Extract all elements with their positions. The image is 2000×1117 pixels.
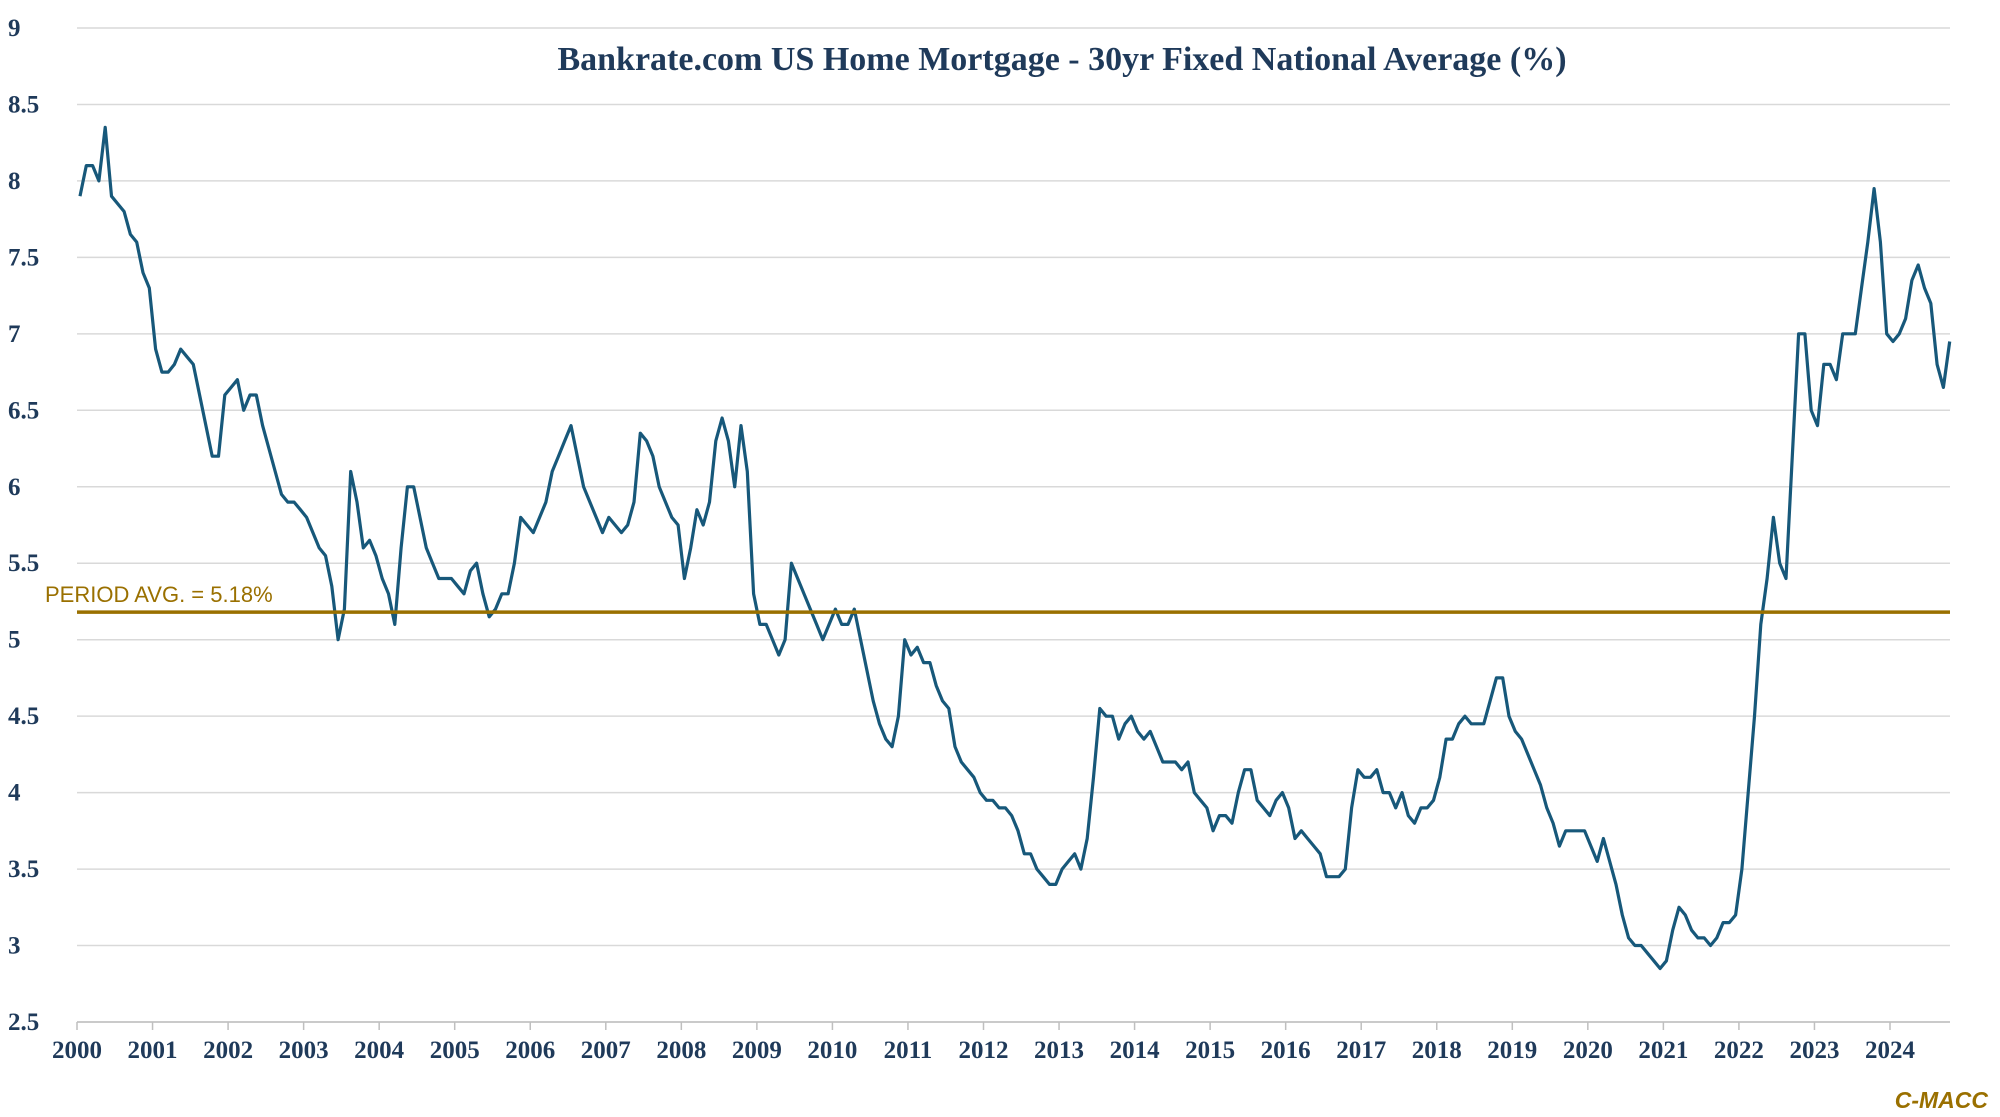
x-tick-label: 2015	[1185, 1037, 1235, 1064]
y-tick-label: 4	[8, 780, 21, 807]
x-tick-label: 2024	[1865, 1037, 1916, 1064]
y-tick-label: 3	[8, 933, 21, 960]
y-tick-label: 2.5	[8, 1009, 39, 1036]
y-tick-label: 8.5	[8, 91, 39, 118]
x-tick-label: 2021	[1638, 1037, 1688, 1064]
y-tick-label: 8	[8, 168, 21, 195]
y-tick-label: 9	[8, 15, 21, 42]
y-tick-label: 7.5	[8, 244, 39, 271]
series-line-30yr-fixed	[78, 125, 1952, 971]
x-tick-label: 2016	[1261, 1037, 1311, 1064]
x-tick-label: 2007	[581, 1037, 631, 1064]
x-tick-label: 2008	[656, 1037, 706, 1064]
x-tick-label: 2006	[505, 1037, 555, 1064]
y-tick-label: 3.5	[8, 856, 39, 883]
x-tick-label: 2019	[1487, 1037, 1537, 1064]
x-tick-label: 2002	[203, 1037, 253, 1064]
x-tick-label: 2005	[430, 1037, 480, 1064]
x-tick-label: 2004	[354, 1037, 405, 1064]
x-tick-label: 2001	[128, 1037, 178, 1064]
x-tick-label: 2012	[959, 1037, 1009, 1064]
x-axis-ticks: 2000 2001 2002 2003 2004 2005 2006 2007 2008 2009…	[52, 1022, 1916, 1064]
y-tick-label: 5.5	[8, 550, 39, 577]
x-tick-label: 2023	[1789, 1037, 1839, 1064]
x-tick-label: 2022	[1714, 1037, 1764, 1064]
chart-title: Bankrate.com US Home Mortgage - 30yr Fix…	[557, 41, 1566, 78]
y-axis-ticks: 2.5 3 3.5 4 4.5 5 5.5 6 6.5 7 7.5 8 8.5 9	[8, 15, 39, 1036]
x-tick-label: 2014	[1110, 1037, 1161, 1064]
period-average-label: PERIOD AVG. = 5.18%	[45, 582, 273, 607]
y-tick-label: 7	[8, 321, 21, 348]
y-tick-label: 5	[8, 627, 21, 654]
x-tick-label: 2020	[1563, 1037, 1613, 1064]
x-tick-label: 2010	[807, 1037, 857, 1064]
x-tick-label: 2011	[884, 1037, 933, 1064]
gridlines	[77, 27, 1950, 1023]
x-tick-label: 2000	[52, 1037, 102, 1064]
source-credit: C-MACC	[1895, 1087, 1989, 1113]
x-tick-label: 2013	[1034, 1037, 1084, 1064]
y-tick-label: 6	[8, 474, 21, 501]
y-tick-label: 4.5	[8, 703, 39, 730]
x-tick-label: 2017	[1336, 1037, 1386, 1064]
y-tick-label: 6.5	[8, 397, 39, 424]
x-tick-label: 2018	[1412, 1037, 1462, 1064]
x-tick-label: 2003	[279, 1037, 329, 1064]
x-tick-label: 2009	[732, 1037, 782, 1064]
